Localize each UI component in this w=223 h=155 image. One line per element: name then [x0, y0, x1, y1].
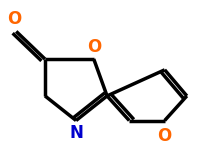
Text: O: O [87, 38, 101, 56]
Text: N: N [69, 124, 83, 142]
Text: O: O [7, 10, 21, 28]
Text: O: O [158, 127, 172, 145]
